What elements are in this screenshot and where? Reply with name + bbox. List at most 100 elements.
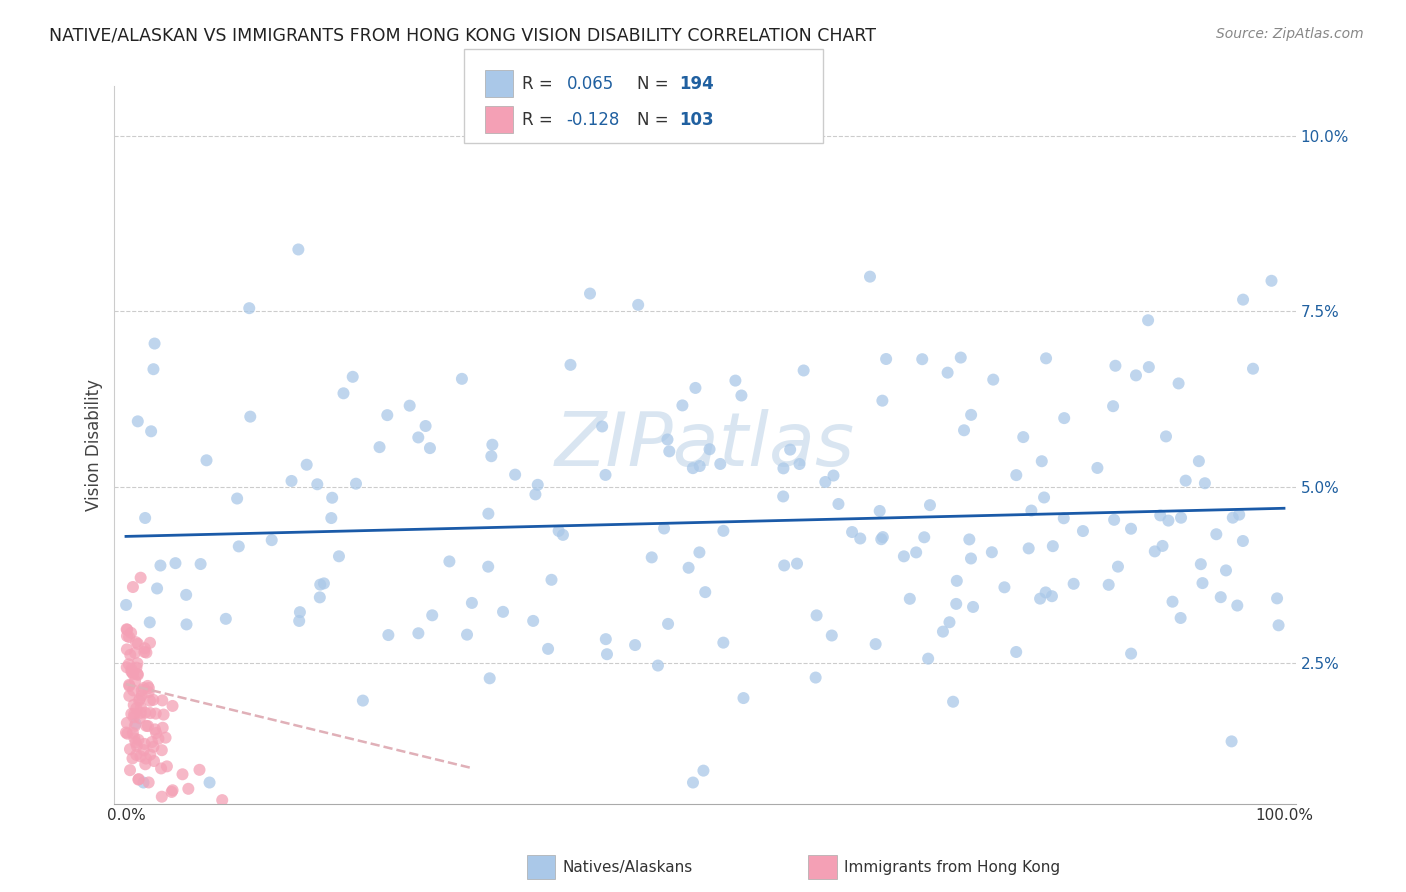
Point xyxy=(912,530,935,544)
Point xyxy=(1170,611,1192,625)
Point xyxy=(730,388,752,402)
Point xyxy=(1137,313,1160,327)
Point xyxy=(115,622,138,636)
Point xyxy=(960,408,983,422)
Point xyxy=(793,363,815,377)
Point xyxy=(124,735,146,749)
Point xyxy=(193,811,215,825)
Point xyxy=(711,635,734,649)
Point xyxy=(942,695,965,709)
Point xyxy=(1209,590,1232,604)
Point xyxy=(124,731,146,746)
Point xyxy=(122,710,145,724)
Point xyxy=(172,767,194,781)
Point xyxy=(146,582,169,596)
Point xyxy=(190,557,212,571)
Point xyxy=(540,573,562,587)
Point xyxy=(118,689,141,703)
Point xyxy=(682,775,704,789)
Point xyxy=(122,726,145,740)
Point xyxy=(150,761,173,775)
Point xyxy=(176,811,198,825)
Point xyxy=(118,678,141,692)
Point xyxy=(1102,513,1125,527)
Point xyxy=(1053,511,1076,525)
Point xyxy=(129,749,152,764)
Point xyxy=(117,726,139,740)
Text: Natives/Alaskans: Natives/Alaskans xyxy=(562,860,693,874)
Point xyxy=(1033,491,1056,505)
Point xyxy=(1149,508,1171,523)
Point xyxy=(150,789,173,804)
Point xyxy=(288,605,311,619)
Point xyxy=(872,530,894,544)
Point xyxy=(115,725,138,739)
Point xyxy=(155,731,177,745)
Point xyxy=(492,605,515,619)
Point xyxy=(477,559,499,574)
Point xyxy=(122,667,145,681)
Point xyxy=(128,692,150,706)
Point xyxy=(1035,585,1057,599)
Point xyxy=(1157,514,1180,528)
Point xyxy=(143,336,166,351)
Point xyxy=(138,681,160,695)
Point xyxy=(260,533,283,548)
Point xyxy=(953,423,976,437)
Point xyxy=(1260,274,1282,288)
Point xyxy=(162,698,184,713)
Point xyxy=(145,726,167,740)
Point xyxy=(724,374,747,388)
Point xyxy=(1040,589,1063,603)
Point xyxy=(136,679,159,693)
Point xyxy=(125,635,148,649)
Point xyxy=(945,597,967,611)
Point xyxy=(652,521,675,535)
Point xyxy=(328,549,350,564)
Point xyxy=(905,545,928,559)
Point xyxy=(142,693,165,707)
Point xyxy=(1161,595,1184,609)
Point xyxy=(1029,591,1052,606)
Point xyxy=(127,772,149,787)
Point xyxy=(1265,591,1288,606)
Point xyxy=(156,759,179,773)
Point xyxy=(415,419,437,434)
Point xyxy=(1194,476,1216,491)
Point xyxy=(1107,559,1129,574)
Point xyxy=(226,491,249,506)
Point xyxy=(129,700,152,714)
Point xyxy=(287,243,309,257)
Point xyxy=(1143,544,1166,558)
Point xyxy=(344,476,367,491)
Point xyxy=(195,453,218,467)
Point xyxy=(162,783,184,797)
Point xyxy=(551,528,574,542)
Point xyxy=(547,524,569,538)
Point xyxy=(1241,361,1264,376)
Point xyxy=(238,301,260,315)
Point xyxy=(132,743,155,757)
Point xyxy=(1021,503,1043,517)
Point xyxy=(981,373,1004,387)
Point xyxy=(827,497,849,511)
Point xyxy=(478,671,501,685)
Text: 194: 194 xyxy=(679,75,714,93)
Point xyxy=(118,657,141,672)
Point xyxy=(368,440,391,454)
Point xyxy=(869,504,891,518)
Point xyxy=(1232,293,1254,307)
Point xyxy=(239,409,262,424)
Point xyxy=(139,694,162,708)
Point xyxy=(786,557,808,571)
Point xyxy=(579,286,602,301)
Point xyxy=(148,731,170,746)
Point xyxy=(522,614,544,628)
Point xyxy=(821,628,844,642)
Point xyxy=(658,444,681,458)
Point xyxy=(312,576,335,591)
Point xyxy=(122,683,145,698)
Point xyxy=(823,468,845,483)
Point xyxy=(149,558,172,573)
Point xyxy=(398,399,420,413)
